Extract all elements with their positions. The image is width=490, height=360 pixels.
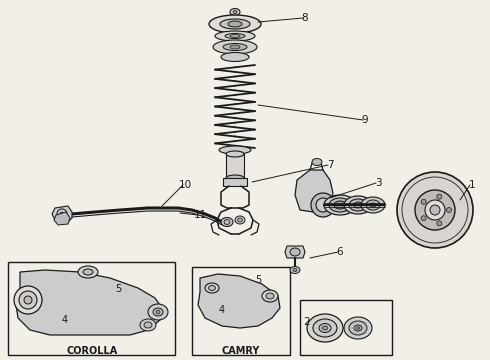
Ellipse shape xyxy=(235,216,245,224)
Ellipse shape xyxy=(83,269,93,275)
Text: 5: 5 xyxy=(115,284,121,294)
Text: COROLLA: COROLLA xyxy=(66,346,118,356)
Ellipse shape xyxy=(344,317,372,339)
Ellipse shape xyxy=(140,319,156,331)
Ellipse shape xyxy=(421,216,426,221)
Ellipse shape xyxy=(156,310,160,314)
Ellipse shape xyxy=(238,218,243,222)
Ellipse shape xyxy=(215,31,255,41)
Ellipse shape xyxy=(349,321,367,335)
Ellipse shape xyxy=(446,207,451,212)
Text: 2: 2 xyxy=(304,317,310,327)
Ellipse shape xyxy=(209,15,261,33)
Ellipse shape xyxy=(148,304,168,320)
Ellipse shape xyxy=(316,198,330,212)
Ellipse shape xyxy=(293,269,297,271)
Ellipse shape xyxy=(349,199,367,211)
Ellipse shape xyxy=(324,195,356,215)
Ellipse shape xyxy=(60,212,64,216)
Ellipse shape xyxy=(319,324,331,333)
Ellipse shape xyxy=(307,314,343,342)
Text: 4: 4 xyxy=(219,305,225,315)
Text: 7: 7 xyxy=(327,160,333,170)
Bar xyxy=(192,267,290,355)
Ellipse shape xyxy=(153,308,163,316)
Ellipse shape xyxy=(322,326,327,330)
Text: 5: 5 xyxy=(255,275,261,285)
Polygon shape xyxy=(16,270,162,335)
Ellipse shape xyxy=(224,220,230,225)
Ellipse shape xyxy=(354,325,362,331)
Ellipse shape xyxy=(230,9,240,15)
Ellipse shape xyxy=(233,10,237,13)
Bar xyxy=(8,262,175,355)
Ellipse shape xyxy=(415,190,455,230)
Ellipse shape xyxy=(370,203,376,207)
Ellipse shape xyxy=(437,194,442,199)
Ellipse shape xyxy=(220,19,250,29)
Ellipse shape xyxy=(344,196,372,214)
Text: CAMRY: CAMRY xyxy=(222,346,260,356)
Ellipse shape xyxy=(228,21,242,27)
Ellipse shape xyxy=(430,205,440,215)
Ellipse shape xyxy=(221,217,233,226)
Ellipse shape xyxy=(14,286,42,314)
Ellipse shape xyxy=(230,45,240,49)
Text: 10: 10 xyxy=(178,180,192,190)
Ellipse shape xyxy=(366,200,380,210)
Ellipse shape xyxy=(354,202,362,208)
Ellipse shape xyxy=(357,327,360,329)
Ellipse shape xyxy=(144,322,152,328)
Ellipse shape xyxy=(313,319,337,337)
Ellipse shape xyxy=(290,248,300,256)
Ellipse shape xyxy=(219,146,251,154)
Ellipse shape xyxy=(311,193,335,217)
Ellipse shape xyxy=(425,200,445,220)
Polygon shape xyxy=(54,212,70,225)
Ellipse shape xyxy=(437,221,442,226)
Polygon shape xyxy=(226,154,244,178)
Ellipse shape xyxy=(225,33,245,39)
Ellipse shape xyxy=(226,175,244,181)
Ellipse shape xyxy=(223,44,247,50)
Ellipse shape xyxy=(262,290,278,302)
Ellipse shape xyxy=(209,285,216,291)
Bar xyxy=(300,300,392,355)
Ellipse shape xyxy=(19,291,37,309)
Polygon shape xyxy=(198,274,280,328)
Ellipse shape xyxy=(397,172,473,248)
Text: 9: 9 xyxy=(362,115,368,125)
Ellipse shape xyxy=(205,283,219,293)
Ellipse shape xyxy=(421,199,426,204)
Polygon shape xyxy=(52,206,72,222)
Text: 6: 6 xyxy=(337,247,343,257)
Polygon shape xyxy=(223,178,247,186)
Polygon shape xyxy=(295,170,333,213)
Ellipse shape xyxy=(226,151,244,157)
Polygon shape xyxy=(285,246,305,258)
Ellipse shape xyxy=(312,158,322,166)
Ellipse shape xyxy=(213,40,257,54)
Ellipse shape xyxy=(221,53,249,62)
Ellipse shape xyxy=(266,293,274,299)
Ellipse shape xyxy=(78,266,98,278)
Ellipse shape xyxy=(24,296,32,304)
Ellipse shape xyxy=(230,35,240,37)
Ellipse shape xyxy=(361,197,385,213)
Ellipse shape xyxy=(329,198,351,212)
Ellipse shape xyxy=(57,209,67,219)
Text: 11: 11 xyxy=(194,210,207,220)
Text: 4: 4 xyxy=(62,315,68,325)
Text: 3: 3 xyxy=(375,178,381,188)
Ellipse shape xyxy=(334,201,346,209)
Text: 1: 1 xyxy=(469,180,475,190)
Ellipse shape xyxy=(290,266,300,274)
Text: 8: 8 xyxy=(302,13,308,23)
